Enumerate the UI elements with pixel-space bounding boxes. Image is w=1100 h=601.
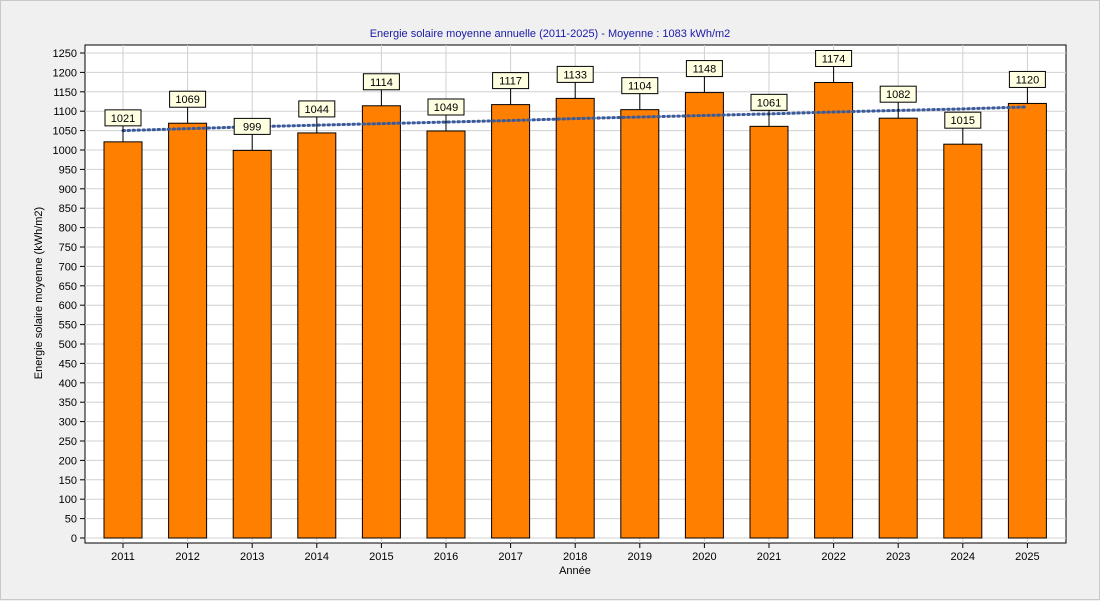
- y-tick-label: 100: [59, 494, 77, 506]
- data-label-box: [298, 100, 336, 118]
- y-tick-label: 1200: [53, 67, 77, 79]
- bar: [943, 143, 983, 539]
- y-tick-label: 800: [59, 223, 77, 235]
- x-tick-label: 2024: [951, 551, 975, 563]
- y-tick-label: 850: [59, 203, 77, 215]
- y-tick-label: 1000: [53, 145, 77, 157]
- data-label: 1069: [175, 94, 199, 106]
- data-label: 1049: [434, 102, 458, 114]
- data-label: 1044: [305, 104, 329, 116]
- y-axis-label: Energie solaire moyenne (kWh/m2): [33, 207, 45, 379]
- data-label: 1061: [757, 97, 781, 109]
- y-tick-label: 900: [59, 184, 77, 196]
- data-label: 1117: [499, 76, 522, 88]
- bar: [168, 122, 208, 539]
- bar: [684, 92, 724, 539]
- y-tick-label: 600: [59, 300, 77, 312]
- y-tick-label: 150: [59, 475, 77, 487]
- x-tick-label: 2012: [175, 551, 199, 563]
- bar: [297, 132, 337, 539]
- y-tick-label: 650: [59, 281, 77, 293]
- data-label-box: [362, 73, 400, 91]
- x-tick-label: 2011: [111, 551, 135, 563]
- y-tick-label: 300: [59, 417, 77, 429]
- data-labels: 1021 1069 999 1044 1114 1049 1117 1133 1104 1148 1…: [104, 49, 1046, 151]
- y-tick-label: 550: [59, 320, 77, 332]
- trend-line: [121, 105, 1029, 133]
- data-label-box: [233, 117, 271, 135]
- data-label-box: [492, 72, 530, 90]
- x-tick-label: 2013: [240, 551, 264, 563]
- y-tick-label: 200: [59, 455, 77, 467]
- bar: [103, 141, 143, 539]
- y-axis: 0 50 100 150 200 250 300 350 400 450 500 550 600 650 7…: [53, 48, 85, 545]
- data-label-box: [815, 49, 853, 67]
- data-label: 1015: [951, 115, 975, 127]
- data-label: 1114: [370, 77, 393, 89]
- data-label: 999: [243, 121, 261, 133]
- x-tick-label: 2025: [1015, 551, 1039, 563]
- data-label: 1133: [563, 69, 587, 81]
- data-label-box: [1008, 70, 1046, 88]
- bar: [361, 105, 401, 539]
- data-label-box: [169, 90, 207, 108]
- data-label: 1082: [886, 89, 910, 101]
- bar: [620, 109, 660, 539]
- x-tick-label: 2020: [692, 551, 716, 563]
- bar: [878, 117, 918, 539]
- data-label-box: [879, 85, 917, 103]
- y-tick-label: 1250: [53, 48, 77, 60]
- x-tick-label: 2015: [369, 551, 393, 563]
- bar: [555, 97, 595, 539]
- bar: [814, 81, 854, 539]
- data-label: 1021: [111, 113, 135, 125]
- data-label: 1148: [693, 64, 717, 76]
- data-label: 1174: [822, 53, 846, 65]
- y-tick-label: 400: [59, 378, 77, 390]
- data-label-box: [427, 98, 465, 116]
- y-tick-label: 700: [59, 261, 77, 273]
- x-tick-label: 2022: [821, 551, 845, 563]
- bar: [426, 130, 466, 539]
- x-tick-label: 2023: [886, 551, 910, 563]
- chart-title: Energie solaire moyenne annuelle (2011-2…: [370, 28, 731, 40]
- data-label-box: [750, 93, 788, 111]
- y-tick-label: 1150: [53, 87, 77, 99]
- bar: [1007, 102, 1047, 539]
- y-tick-label: 1050: [53, 126, 77, 138]
- bars: [103, 81, 1047, 539]
- y-tick-label: 950: [59, 164, 77, 176]
- x-tick-label: 2016: [434, 551, 458, 563]
- y-tick-label: 450: [59, 358, 77, 370]
- y-tick-label: 1100: [53, 106, 77, 118]
- bar: [232, 149, 272, 539]
- y-tick-label: 500: [59, 339, 77, 351]
- bar: [749, 125, 789, 539]
- y-tick-label: 350: [59, 397, 77, 409]
- x-axis-label: Année: [559, 565, 591, 577]
- data-label: 1104: [628, 81, 652, 93]
- data-label-box: [621, 77, 659, 95]
- trend-line-path: [121, 105, 1029, 133]
- data-label-box: [556, 65, 594, 83]
- y-tick-label: 0: [71, 533, 77, 545]
- bar: [491, 104, 531, 539]
- y-tick-label: 750: [59, 242, 77, 254]
- x-tick-label: 2021: [757, 551, 781, 563]
- y-tick-label: 250: [59, 436, 77, 448]
- x-tick-label: 2014: [305, 551, 329, 563]
- x-tick-label: 2018: [563, 551, 587, 563]
- x-axis: 2011 2012 2013 2014 2015 2016 2017 2018 2019 2020…: [111, 543, 1040, 563]
- x-tick-label: 2019: [628, 551, 652, 563]
- y-tick-label: 50: [65, 514, 77, 526]
- x-tick-label: 2017: [498, 551, 522, 563]
- data-label-box: [685, 60, 723, 78]
- data-label-box: [104, 109, 142, 127]
- data-label-box: [944, 111, 982, 129]
- data-label: 1120: [1016, 74, 1040, 86]
